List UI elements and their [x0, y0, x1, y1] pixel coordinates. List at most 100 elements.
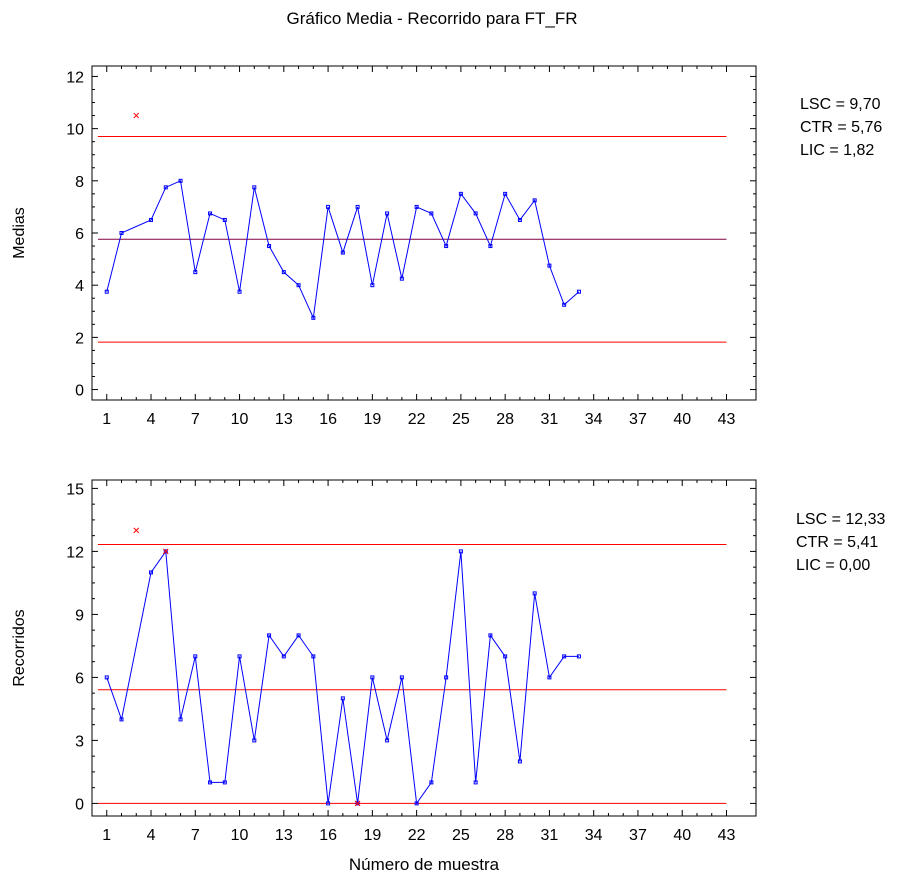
- ranges-point: [267, 633, 272, 638]
- ranges-point: [547, 675, 552, 680]
- ranges-point: [193, 654, 198, 659]
- means-y-tick-label: 0: [75, 383, 84, 400]
- means-point: [208, 211, 213, 216]
- ranges-y-tick-label: 0: [75, 796, 84, 813]
- ranges-x-tick-label: 28: [496, 827, 514, 844]
- ranges-outlier-marker: [162, 548, 169, 555]
- means-point: [237, 289, 242, 294]
- means-point: [355, 204, 360, 209]
- ranges-series-line: [106, 549, 579, 805]
- means-y-tick-label: 2: [75, 330, 84, 347]
- means-point: [473, 211, 478, 216]
- ranges-point: [576, 654, 581, 659]
- means-point: [429, 211, 434, 216]
- ranges-point: [104, 675, 109, 680]
- ranges-x-tick-label: 43: [718, 827, 736, 844]
- ranges-ucl-label: LSC = 12,33: [796, 511, 886, 528]
- means-chart: Medias LSC = 9,70 CTR = 5,76 LIC = 1,82 …: [11, 65, 882, 428]
- ranges-x-tick-label: 22: [408, 827, 426, 844]
- chart-title: Gráfico Media - Recorrido para FT_FR: [287, 9, 578, 28]
- means-point: [178, 178, 183, 183]
- ranges-x-tick-label: 7: [191, 827, 200, 844]
- means-x-tick-label: 43: [718, 411, 736, 428]
- means-point: [414, 204, 419, 209]
- ranges-point: [429, 780, 434, 785]
- means-point: [370, 283, 375, 288]
- means-y-tick-label: 10: [66, 122, 84, 139]
- ranges-x-tick-label: 37: [629, 827, 647, 844]
- means-x-tick-label: 40: [673, 411, 691, 428]
- means-point: [458, 191, 463, 196]
- means-point: [149, 217, 154, 222]
- ranges-y-axis-label: Recorridos: [11, 609, 28, 686]
- means-y-tick-label: 4: [75, 278, 84, 295]
- ranges-x-tick-label: 16: [319, 827, 337, 844]
- means-point: [444, 244, 449, 249]
- means-point: [326, 204, 331, 209]
- ranges-point: [399, 675, 404, 680]
- means-point: [340, 250, 345, 255]
- means-y-tick-label: 8: [75, 174, 84, 191]
- means-point: [532, 198, 537, 203]
- ranges-point: [385, 738, 390, 743]
- ranges-x-tick-label: 31: [541, 827, 559, 844]
- means-x-tick-label: 22: [408, 411, 426, 428]
- ranges-x-tick-label: 4: [147, 827, 156, 844]
- ranges-outlier-marker: [354, 800, 361, 807]
- ranges-point: [119, 717, 124, 722]
- means-series-line: [106, 180, 580, 320]
- ranges-x-tick-label: 40: [673, 827, 691, 844]
- means-point: [222, 217, 227, 222]
- means-x-tick-label: 4: [147, 411, 156, 428]
- ranges-point: [163, 549, 168, 554]
- means-point: [576, 289, 581, 294]
- ranges-point: [458, 549, 463, 554]
- means-point: [281, 270, 286, 275]
- means-y-tick-label: 12: [66, 69, 84, 86]
- ranges-point: [370, 675, 375, 680]
- ranges-x-tick-label: 1: [102, 827, 111, 844]
- ranges-point: [503, 654, 508, 659]
- means-point: [517, 217, 522, 222]
- ranges-point: [532, 591, 537, 596]
- ranges-x-tick-label: 34: [585, 827, 603, 844]
- means-x-tick-label: 25: [452, 411, 470, 428]
- means-outlier-marker: [133, 112, 140, 119]
- ranges-y-tick-label: 9: [75, 607, 84, 624]
- ranges-center-label: CTR = 5,41: [796, 534, 878, 551]
- ranges-chart: Recorridos Número de muestra LSC = 12,33…: [11, 479, 886, 874]
- ranges-x-tick-label: 13: [275, 827, 293, 844]
- ranges-point: [149, 570, 154, 575]
- ranges-x-tick-label: 19: [363, 827, 381, 844]
- means-point: [193, 270, 198, 275]
- means-point: [252, 185, 257, 190]
- ranges-point: [208, 780, 213, 785]
- ranges-x-tick-label: 25: [452, 827, 470, 844]
- means-point: [163, 185, 168, 190]
- ranges-point: [488, 633, 493, 638]
- ranges-y-tick-label: 15: [66, 481, 84, 498]
- means-point: [104, 289, 109, 294]
- means-x-tick-label: 28: [496, 411, 514, 428]
- ranges-marks: 1 4 7 10 13 16 19 22 25 28 31 34 37 40 43 0 3 6 9 12 15: [66, 480, 756, 844]
- means-ucl-label: LSC = 9,70: [800, 96, 881, 113]
- ranges-x-tick-label: 10: [231, 827, 249, 844]
- means-point: [503, 191, 508, 196]
- ranges-point: [326, 801, 331, 806]
- ranges-point: [414, 801, 419, 806]
- means-marks: 1 4 7 10 13 16 19 22 25 28 31 34 37 40 43 0 2 4 6 8 10 12: [66, 66, 756, 428]
- means-x-tick-label: 16: [319, 411, 337, 428]
- ranges-point: [222, 780, 227, 785]
- means-y-axis-label: Medias: [11, 207, 28, 259]
- means-x-tick-label: 7: [191, 411, 200, 428]
- ranges-point: [178, 717, 183, 722]
- means-lcl-label: LIC = 1,82: [800, 142, 874, 159]
- ranges-y-tick-label: 3: [75, 733, 84, 750]
- means-plot-frame: [91, 65, 757, 401]
- ranges-point: [296, 633, 301, 638]
- means-point: [119, 231, 124, 235]
- means-x-tick-label: 37: [629, 411, 647, 428]
- ranges-point: [311, 654, 316, 659]
- ranges-point: [252, 738, 257, 743]
